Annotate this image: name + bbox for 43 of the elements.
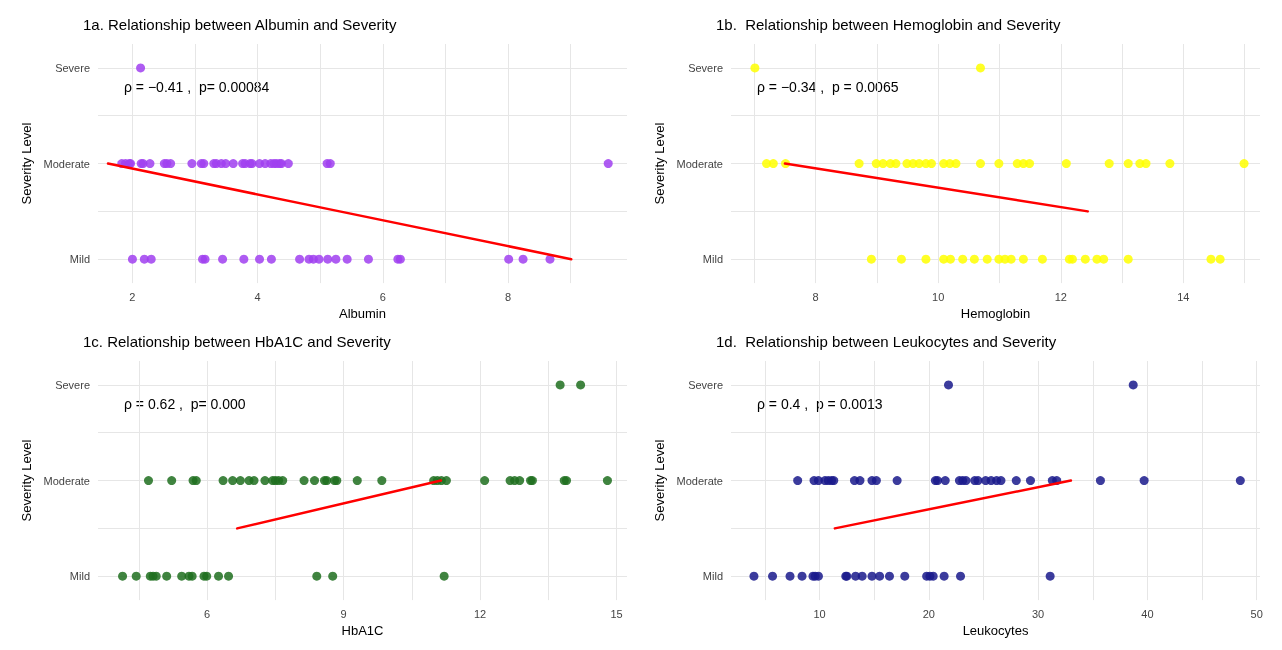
y-tick-label: Severe bbox=[688, 378, 723, 391]
y-tick-label: Mild bbox=[69, 570, 90, 583]
y-tick-label: Mild bbox=[69, 253, 90, 266]
x-tick-label: 6 bbox=[379, 290, 386, 303]
y-tick-label: Mild bbox=[702, 253, 723, 266]
x-tick-label: 4 bbox=[254, 290, 261, 303]
x-tick-label: 10 bbox=[932, 290, 945, 303]
x-tick-label: 9 bbox=[340, 607, 347, 620]
annotation: ρ = −0.41 , p= 0.00084 bbox=[124, 79, 270, 95]
y-axis-title: Severity Level bbox=[18, 122, 34, 205]
x-tick-label: 14 bbox=[1177, 290, 1190, 303]
x-axis-title: Hemoglobin bbox=[960, 306, 1031, 321]
x-tick-label: 8 bbox=[812, 290, 819, 303]
y-axis-title: Severity Level bbox=[18, 439, 34, 522]
chart-title: 1d. Relationship between Leukocytes and Severity bbox=[716, 333, 1057, 350]
x-tick-label: 40 bbox=[1141, 607, 1154, 620]
y-tick-label: Moderate bbox=[43, 157, 90, 170]
x-tick-label: 30 bbox=[1032, 607, 1045, 620]
x-tick-label: 2 bbox=[129, 290, 136, 303]
x-tick-label: 20 bbox=[922, 607, 935, 620]
y-tick-label: Severe bbox=[55, 378, 90, 391]
y-tick-label: Severe bbox=[55, 61, 90, 74]
x-axis-title: HbA1C bbox=[341, 623, 384, 638]
chart-title: 1b. Relationship between Hemoglobin and Severity bbox=[716, 16, 1061, 33]
y-tick-label: Severe bbox=[688, 61, 723, 74]
y-axis-title: Severity Level bbox=[651, 439, 667, 522]
y-tick-label: Moderate bbox=[676, 157, 723, 170]
y-axis-title: Severity Level bbox=[651, 122, 667, 205]
x-tick-label: 10 bbox=[813, 607, 826, 620]
x-tick-label: 15 bbox=[610, 607, 623, 620]
annotation: ρ = −0.34 , p = 0.0065 bbox=[757, 79, 899, 95]
x-tick-label: 6 bbox=[204, 607, 211, 620]
x-tick-label: 12 bbox=[1054, 290, 1067, 303]
x-tick-label: 50 bbox=[1250, 607, 1263, 620]
chart-title: 1a. Relationship between Albumin and Severity bbox=[83, 16, 398, 33]
x-axis-title: Albumin bbox=[339, 306, 386, 321]
y-tick-label: Moderate bbox=[676, 474, 723, 487]
x-tick-label: 8 bbox=[504, 290, 512, 303]
y-tick-label: Mild bbox=[702, 570, 723, 583]
y-tick-label: Moderate bbox=[43, 474, 90, 487]
x-axis-title: Leukocytes bbox=[962, 623, 1029, 638]
x-tick-label: 12 bbox=[473, 607, 487, 620]
chart-title: 1c. Relationship between HbA1C and Severity bbox=[83, 333, 392, 350]
